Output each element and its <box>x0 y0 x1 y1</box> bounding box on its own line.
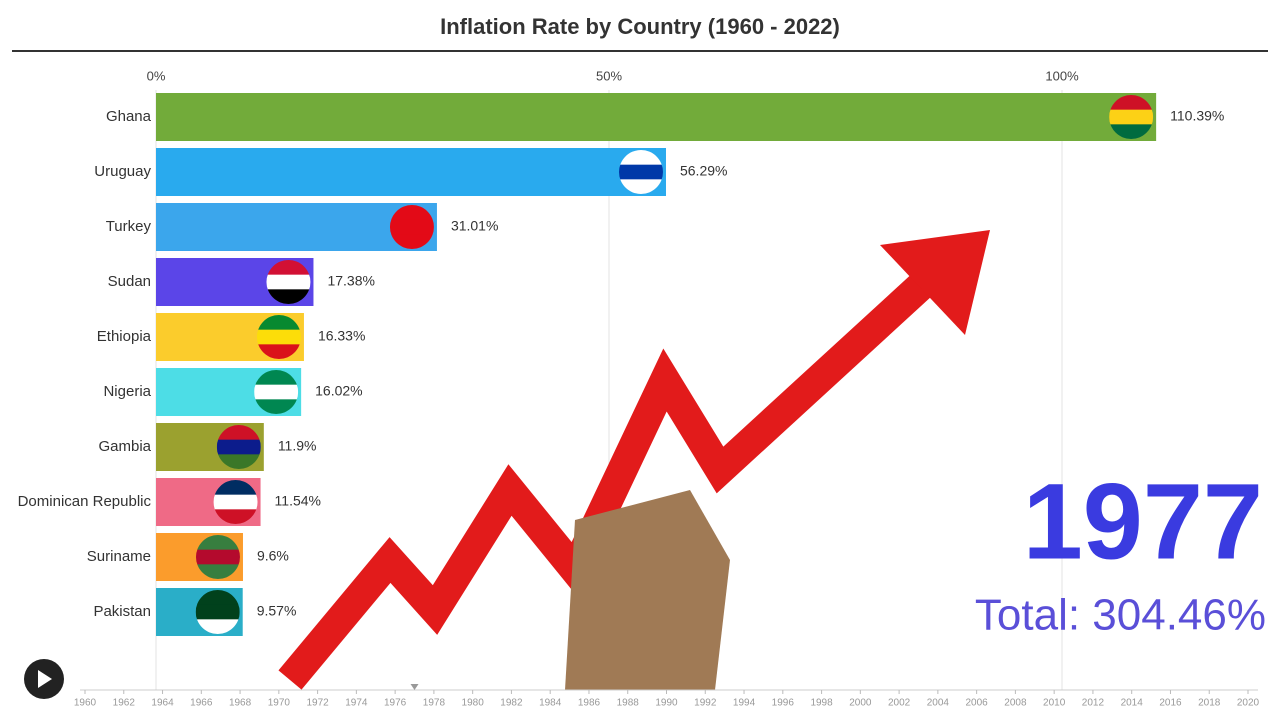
timeline-tick-label: 2004 <box>927 698 950 709</box>
flag-stripe <box>195 619 240 634</box>
timeline-tick-label: 2000 <box>849 698 872 709</box>
value-label: 110.39% <box>1170 108 1224 124</box>
x-tick-label: 50% <box>596 68 622 83</box>
flag-stripe <box>618 150 663 166</box>
category-label: Ethiopia <box>97 328 152 345</box>
timeline-tick-label: 2008 <box>1004 698 1027 709</box>
flag-stripe <box>195 590 240 606</box>
timeline-tick-label: 1990 <box>655 698 678 709</box>
timeline-tick-label: 1996 <box>772 698 795 709</box>
value-label: 31.01% <box>451 218 498 234</box>
year-label: 1977 <box>1023 461 1263 582</box>
flag-stripe <box>266 274 311 290</box>
value-label: 9.57% <box>257 603 297 619</box>
play-button[interactable] <box>24 659 64 699</box>
flag-stripe <box>254 399 299 414</box>
flag-stripe <box>389 234 434 249</box>
flag-stripe <box>254 370 299 386</box>
bars: Ghana 110.39% Uruguay 56.29% Turkey 31.01% Sud… <box>18 93 1224 636</box>
flag-stripe <box>213 494 258 510</box>
flag-stripe <box>256 315 301 331</box>
category-label: Suriname <box>87 548 151 565</box>
value-label: 11.54% <box>275 493 321 509</box>
flag-stripe <box>216 425 261 441</box>
timeline-tick-label: 1998 <box>810 698 833 709</box>
timeline-tick-label: 1960 <box>74 698 97 709</box>
flag-stripe <box>1109 109 1154 125</box>
timeline-tick-label: 2010 <box>1043 698 1066 709</box>
flag-stripe <box>195 564 240 579</box>
flag-stripe <box>254 384 299 400</box>
timeline-tick-label: 1994 <box>733 698 756 709</box>
flag-stripe <box>389 205 434 221</box>
flag-stripe <box>213 480 258 496</box>
timeline-tick-label: 1968 <box>229 698 252 709</box>
x-tick-label: 100% <box>1045 68 1079 83</box>
category-label: Turkey <box>106 218 152 235</box>
timeline-tick-label: 2016 <box>1159 698 1182 709</box>
value-label: 16.33% <box>318 328 365 344</box>
flag-stripe <box>266 260 311 276</box>
flag-stripe <box>1109 95 1154 111</box>
flag-stripe <box>213 509 258 524</box>
timeline-tick-label: 2020 <box>1237 698 1260 709</box>
x-tick-label: 0% <box>147 68 166 83</box>
value-label: 11.9% <box>278 438 317 454</box>
timeline-tick-label: 1978 <box>423 698 446 709</box>
timeline-tick-label: 2002 <box>888 698 911 709</box>
flag-stripe <box>195 535 240 551</box>
flag-stripe <box>256 329 301 345</box>
timeline-tick-label: 2012 <box>1082 698 1105 709</box>
timeline-tick-label: 1976 <box>384 698 407 709</box>
timeline-tick-label: 1974 <box>345 698 368 709</box>
value-label: 17.38% <box>327 273 374 289</box>
value-label: 56.29% <box>680 163 727 179</box>
flag-stripe <box>618 179 663 194</box>
timeline: 1960 1962 1964 1966 1968 1970 1972 1974 1976 1978… <box>74 684 1260 709</box>
decorative-arrow <box>278 238 971 690</box>
timeline-tick-label: 1992 <box>694 698 717 709</box>
flag-stripe <box>195 549 240 565</box>
flag-stripe <box>195 604 240 620</box>
flag-stripe <box>389 219 434 235</box>
timeline-tick-label: 1972 <box>306 698 329 709</box>
category-label: Pakistan <box>93 603 151 620</box>
timeline-marker <box>410 684 419 690</box>
decorative-arrowhead <box>880 230 990 335</box>
flag-stripe <box>266 289 311 304</box>
total-label: Total: 304.46% <box>975 591 1266 640</box>
category-label: Uruguay <box>94 163 151 180</box>
bar <box>156 93 1157 141</box>
timeline-tick-label: 1984 <box>539 698 562 709</box>
timeline-tick-label: 1980 <box>462 698 485 709</box>
timeline-tick-label: 1966 <box>190 698 213 709</box>
category-label: Sudan <box>108 273 151 290</box>
flag-stripe <box>216 454 261 469</box>
flag-stripe <box>1109 124 1154 139</box>
chart-title: Inflation Rate by Country (1960 - 2022) <box>440 14 840 39</box>
flag-stripe <box>256 344 301 359</box>
timeline-tick-label: 1970 <box>268 698 291 709</box>
timeline-tick-label: 1964 <box>151 698 174 709</box>
timeline-tick-label: 1988 <box>617 698 640 709</box>
bar <box>156 148 666 196</box>
timeline-tick-label: 1982 <box>500 698 523 709</box>
timeline-tick-label: 1962 <box>113 698 136 709</box>
category-label: Ghana <box>106 108 152 125</box>
flag-stripe <box>216 439 261 455</box>
category-label: Dominican Republic <box>18 493 152 510</box>
decorative-bag <box>565 490 730 690</box>
category-label: Gambia <box>98 438 151 455</box>
timeline-tick-label: 2014 <box>1121 698 1144 709</box>
timeline-tick-label: 1986 <box>578 698 601 709</box>
value-label: 16.02% <box>315 383 362 399</box>
value-label: 9.6% <box>257 548 289 564</box>
flag-stripe <box>618 164 663 180</box>
timeline-tick-label: 2018 <box>1198 698 1221 709</box>
category-label: Nigeria <box>103 383 151 400</box>
timeline-tick-label: 2006 <box>966 698 989 709</box>
